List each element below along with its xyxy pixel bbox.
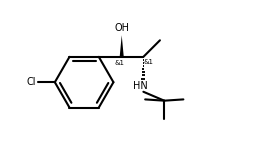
Text: HN: HN xyxy=(133,80,148,91)
Text: OH: OH xyxy=(114,23,129,33)
Polygon shape xyxy=(120,35,124,57)
Text: Cl: Cl xyxy=(27,77,36,87)
Text: &1: &1 xyxy=(115,60,125,66)
Text: &1: &1 xyxy=(144,59,154,65)
